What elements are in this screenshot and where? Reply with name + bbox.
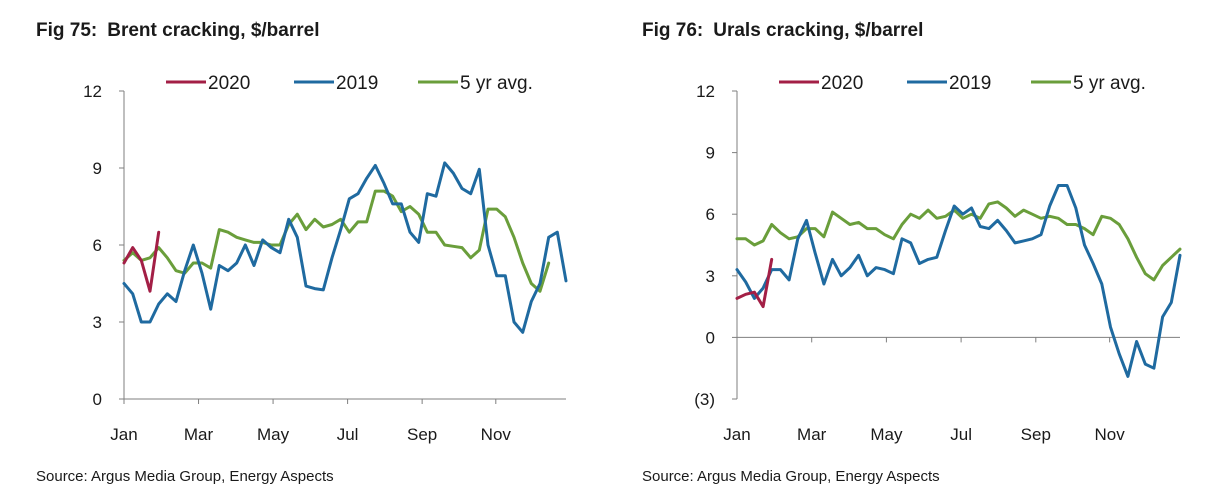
x-tick-label: Nov	[481, 425, 512, 444]
x-tick-label: Sep	[407, 425, 437, 444]
legend-label: 2020	[821, 73, 863, 94]
source-note: Source: Argus Media Group, Energy Aspect…	[36, 468, 334, 485]
x-tick-label: Jan	[723, 425, 750, 444]
y-tick-label: 12	[83, 82, 102, 101]
x-tick-label: Jul	[337, 425, 359, 444]
y-tick-label: 6	[93, 236, 102, 255]
chart-title: Fig 75: Brent cracking, $/barrel	[36, 20, 320, 42]
series-line-2019	[735, 184, 1182, 378]
brent-cracking-chart: 0 3 6 9 12 Jan Mar May Jul Sep Nov 2020 2019 5 yr avg…	[83, 73, 568, 444]
x-tick-label: Jan	[110, 425, 137, 444]
chart-legend: 2020 2019 5 yr avg.	[166, 73, 533, 94]
x-tick-label: Mar	[797, 425, 827, 444]
figure-number: Fig 76:	[642, 20, 704, 41]
legend-label: 5 yr avg.	[460, 73, 533, 94]
source-note: Source: Argus Media Group, Energy Aspect…	[642, 468, 940, 485]
y-tick-label: 6	[706, 205, 715, 224]
y-tick-label: 0	[706, 328, 715, 347]
chart-legend: 2020 2019 5 yr avg.	[779, 73, 1146, 94]
y-tick-label: 3	[706, 267, 715, 286]
x-tick-label: Mar	[184, 425, 214, 444]
figure-title: Brent cracking, $/barrel	[107, 20, 320, 41]
series-line-2019	[122, 161, 568, 334]
series-line-2020	[735, 257, 774, 309]
y-tick-label: 9	[706, 144, 715, 163]
y-tick-label: 3	[93, 313, 102, 332]
legend-label: 2019	[336, 73, 378, 94]
x-tick-label: Sep	[1021, 425, 1051, 444]
x-tick-label: Nov	[1095, 425, 1126, 444]
legend-label: 5 yr avg.	[1073, 73, 1146, 94]
chart-title: Fig 76: Urals cracking, $/barrel	[642, 20, 923, 42]
legend-label: 2020	[208, 73, 250, 94]
x-tick-label: May	[870, 425, 903, 444]
figure-title: Urals cracking, $/barrel	[713, 20, 924, 41]
chart-panel-urals: Fig 76: Urals cracking, $/barrel (3) 0 3 6 9 1…	[606, 0, 1206, 504]
y-tick-label: (3)	[694, 390, 715, 409]
figure-number: Fig 75:	[36, 20, 98, 41]
y-tick-label: 9	[93, 159, 102, 178]
series-line-5-yr-avg-	[122, 189, 551, 293]
y-tick-label: 12	[696, 82, 715, 101]
x-tick-label: May	[257, 425, 290, 444]
series-line-5-yr-avg-	[735, 200, 1182, 282]
legend-label: 2019	[949, 73, 991, 94]
x-tick-label: Jul	[950, 425, 972, 444]
chart-panel-brent: Fig 75: Brent cracking, $/barrel 0 3 6 9 12 Ja…	[0, 0, 600, 504]
y-tick-label: 0	[93, 390, 102, 409]
urals-cracking-chart: (3) 0 3 6 9 12 Jan Mar May Jul Sep Nov 2020 2019 5 yr …	[694, 73, 1182, 444]
series-line-2020	[122, 230, 161, 293]
